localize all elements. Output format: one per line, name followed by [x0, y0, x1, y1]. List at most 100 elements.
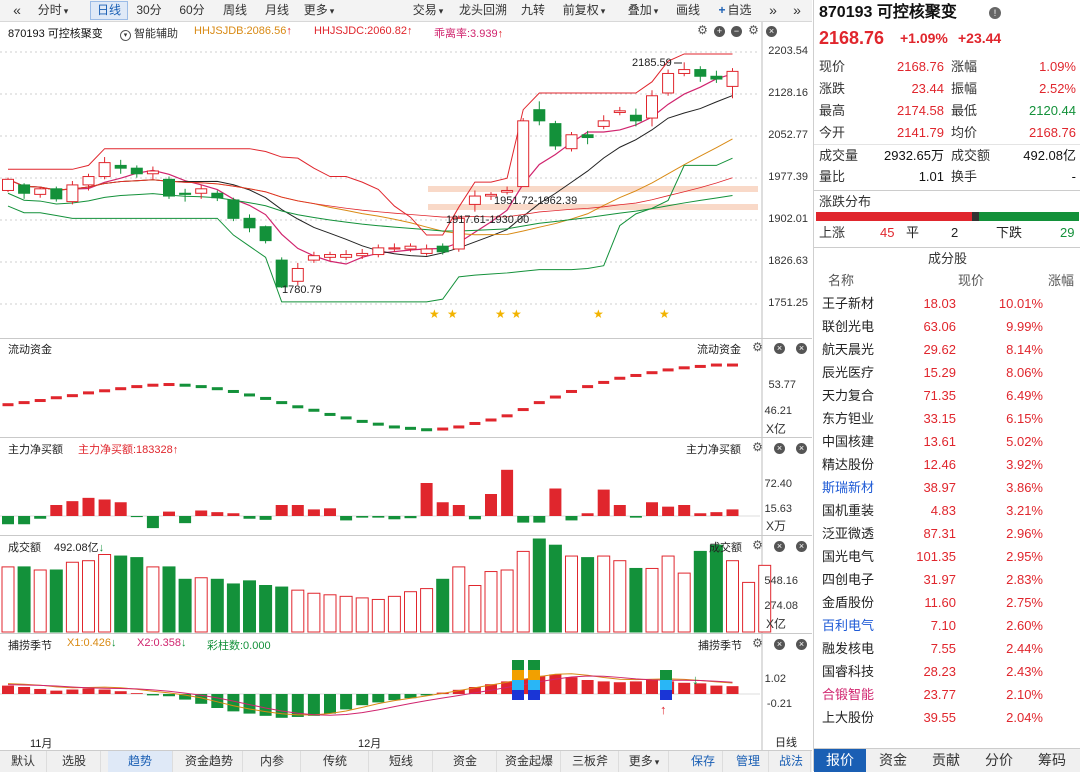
gear-icon[interactable]: ⚙ — [752, 440, 763, 454]
candle-body[interactable] — [597, 120, 610, 127]
candle-body[interactable] — [195, 188, 208, 194]
candle-body[interactable] — [34, 188, 47, 195]
bottom-tab-12[interactable]: 保存 — [684, 751, 723, 772]
col-price[interactable]: 现价 — [957, 273, 984, 288]
col-pct[interactable]: 涨幅 — [1047, 273, 1074, 288]
stock-row[interactable]: 辰光医疗 15.29 8.06% — [814, 362, 1080, 384]
candle-body[interactable] — [66, 184, 79, 203]
candle-body[interactable] — [436, 245, 449, 253]
candle-body[interactable] — [275, 259, 288, 288]
candle-body[interactable] — [340, 254, 353, 258]
quote-tab-4[interactable]: 分价 — [985, 752, 1013, 768]
bottom-tab-7[interactable]: 短线 — [370, 751, 433, 772]
tab-1[interactable]: 分时 ▾ — [30, 2, 76, 19]
candle-body[interactable] — [581, 134, 594, 139]
candle-body[interactable] — [163, 178, 175, 197]
tab-7[interactable]: 更多 ▾ — [298, 2, 340, 19]
bottom-tab-9[interactable]: 资金起爆 — [498, 751, 561, 772]
gear-icon[interactable]: ⚙ — [752, 340, 763, 354]
candle-body[interactable] — [549, 123, 562, 147]
bottom-tab-1[interactable]: 默认 — [0, 751, 47, 772]
stock-row[interactable]: 中国核建 13.61 5.02% — [814, 431, 1080, 453]
candle-body[interactable] — [613, 110, 626, 113]
stock-row[interactable]: 四创电子 31.97 2.83% — [814, 569, 1080, 591]
stock-row[interactable]: 泛亚微透 87.31 2.96% — [814, 523, 1080, 545]
bottom-tab-13[interactable]: 管理 — [728, 751, 769, 772]
candle-body[interactable] — [82, 176, 95, 186]
candle-body[interactable] — [452, 217, 465, 250]
smart-assist-toggle[interactable]: ▾ 智能辅助 — [120, 25, 178, 41]
stock-row[interactable]: 精达股份 12.46 3.92% — [814, 454, 1080, 476]
toolbar-action-3[interactable]: 九转 — [515, 2, 551, 19]
close-icon[interactable]: × — [796, 541, 807, 552]
close-icon[interactable]: × — [796, 639, 807, 650]
close-icon[interactable]: × — [774, 639, 785, 650]
candle-body[interactable] — [678, 69, 691, 74]
tab-4[interactable]: 60分 — [172, 2, 212, 19]
candle-body[interactable] — [662, 72, 675, 94]
bottom-tab-3[interactable]: 趋势 — [108, 751, 173, 772]
col-name[interactable]: 名称 — [828, 273, 855, 288]
candle-body[interactable] — [243, 217, 256, 229]
bottom-tab-6[interactable]: 传统 — [302, 751, 369, 772]
candle-body[interactable] — [468, 195, 481, 205]
candle-body[interactable] — [114, 164, 127, 169]
candle-body[interactable] — [694, 69, 707, 77]
candle-body[interactable] — [533, 109, 546, 122]
gear-icon[interactable]: ⚙ — [752, 538, 763, 552]
quote-tab-5[interactable]: 筹码 — [1038, 752, 1066, 768]
toolbar-action-5[interactable]: 叠加 ▾ — [620, 2, 666, 19]
expand-right-icon[interactable]: » — [793, 2, 801, 18]
quote-tab-1[interactable]: 报价 — [814, 749, 866, 772]
stock-row[interactable]: 联创光电 63.06 9.99% — [814, 316, 1080, 338]
stock-row[interactable]: 金盾股份 11.60 2.75% — [814, 592, 1080, 614]
candle-body[interactable] — [629, 114, 642, 122]
expand-icon[interactable]: » — [769, 2, 777, 18]
stock-row[interactable]: 上大股份 39.55 2.04% — [814, 707, 1080, 729]
candle-body[interactable] — [227, 199, 240, 219]
candle-body[interactable] — [565, 134, 578, 150]
gear-icon[interactable]: ⚙ — [697, 23, 708, 37]
bottom-tab-2[interactable]: 选股 — [48, 751, 101, 772]
bottom-tab-10[interactable]: 三板斧 — [562, 751, 619, 772]
kline-chart[interactable]: ★ ★ ★ ★ ★ ★ ↑ ↓ — [0, 22, 812, 750]
candle-body[interactable] — [2, 178, 14, 191]
tab-2[interactable]: 日线 — [90, 1, 128, 20]
candle-body[interactable] — [259, 226, 272, 242]
stock-row[interactable]: 国机重装 4.83 3.21% — [814, 500, 1080, 522]
candle-body[interactable] — [485, 193, 497, 197]
stock-row[interactable]: 百利电气 7.10 2.60% — [814, 615, 1080, 637]
bottom-tab-14[interactable]: 战法 — [772, 751, 811, 772]
stock-row[interactable]: 国睿科技 28.23 2.43% — [814, 661, 1080, 683]
toolbar-action-1[interactable]: 交易 ▾ — [404, 2, 452, 19]
close-icon[interactable]: × — [766, 26, 777, 37]
close-icon[interactable]: × — [796, 343, 807, 354]
candle-body[interactable] — [501, 189, 514, 193]
close-icon[interactable]: × — [774, 443, 785, 454]
gear-icon[interactable]: ⚙ — [752, 636, 763, 650]
candle-body[interactable] — [179, 192, 192, 195]
candle-body[interactable] — [146, 170, 159, 175]
stock-row[interactable]: 合锻智能 23.77 2.10% — [814, 684, 1080, 706]
quote-tab-3[interactable]: 贡献 — [932, 752, 960, 768]
settings-icon[interactable]: ⚙ — [748, 23, 759, 37]
stock-row[interactable]: 东方钽业 33.15 6.15% — [814, 408, 1080, 430]
bottom-tab-11[interactable]: 更多 ▾ — [620, 751, 669, 772]
candle-body[interactable] — [18, 184, 31, 194]
bottom-tab-8[interactable]: 资金 — [434, 751, 497, 772]
candle-body[interactable] — [324, 254, 336, 258]
toolbar-action-2[interactable]: 龙头回溯 — [454, 2, 512, 19]
tab-3[interactable]: 30分 — [130, 2, 168, 19]
toolbar-action-6[interactable]: 画线 — [671, 2, 705, 19]
candle-body[interactable] — [372, 247, 385, 256]
tab-6[interactable]: 月线 — [257, 2, 297, 19]
collapse-left-icon[interactable]: « — [13, 2, 21, 18]
close-icon[interactable]: × — [774, 343, 785, 354]
bottom-tab-4[interactable]: 资金趋势 — [176, 751, 243, 772]
close-icon[interactable]: × — [796, 443, 807, 454]
candle-body[interactable] — [130, 167, 143, 175]
close-icon[interactable]: × — [774, 541, 785, 552]
quote-tab-2[interactable]: 资金 — [879, 752, 907, 768]
candle-body[interactable] — [404, 245, 417, 250]
candle-body[interactable] — [291, 267, 304, 282]
